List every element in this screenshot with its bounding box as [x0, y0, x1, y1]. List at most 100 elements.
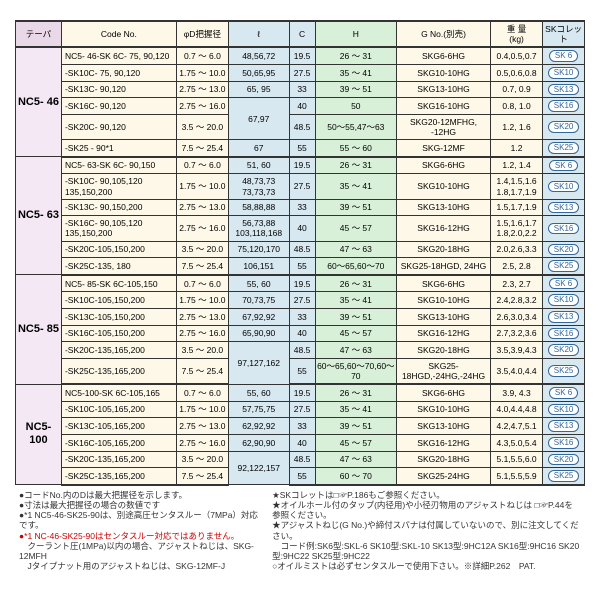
- table-row: -SK10C-105,165,2001.75 ～ 10.057,75,7527.…: [16, 401, 585, 418]
- l-cell: 48,56,72: [228, 47, 289, 64]
- sk-pill: SK25: [548, 365, 580, 377]
- c-cell: 40: [289, 98, 315, 115]
- sk-pill: SK10: [548, 404, 580, 416]
- sk-pill: SK16: [548, 328, 580, 340]
- h-cell: 39 ～ 51: [315, 81, 396, 98]
- code-cell: -SK13C-105,165,200: [61, 418, 176, 435]
- sk-cell: SK13: [543, 81, 585, 98]
- h-cell: 26 ～ 31: [315, 384, 396, 401]
- l-cell: 51, 60: [228, 157, 289, 174]
- code-cell: -SK13C- 90,150,200: [61, 199, 176, 216]
- h-cell: 35 ～ 41: [315, 64, 396, 81]
- l-cell: 56,73,88103,118,168: [228, 216, 289, 241]
- table-row: -SK20C- 90,1203.5 ～ 20.048.550～55,47～63S…: [16, 114, 585, 139]
- h-cell: 35 ～ 41: [315, 174, 396, 199]
- g-cell: SKG25-18HGD,-24HG,-24HG: [397, 358, 491, 384]
- sk-cell: SK 6: [543, 47, 585, 64]
- d-cell: 1.75 ～ 10.0: [176, 401, 228, 418]
- l-cell: 57,75,75: [228, 401, 289, 418]
- d-cell: 7.5 ～ 25.4: [176, 140, 228, 157]
- h-cell: 47 ～ 63: [315, 342, 396, 359]
- table-row: NC5-100NC5-100-SK 6C-105,1650.7 ～ 6.055,…: [16, 384, 585, 401]
- d-cell: 3.5 ～ 20.0: [176, 114, 228, 139]
- w-cell: 2.7,3.2,3.6: [490, 325, 542, 342]
- c-cell: 33: [289, 81, 315, 98]
- taper-cell: NC5- 46: [16, 47, 62, 156]
- sk-pill: SK25: [548, 260, 580, 272]
- sk-pill: SK20: [548, 344, 580, 356]
- c-cell: 27.5: [289, 174, 315, 199]
- w-cell: 3.5,3.9,4.3: [490, 342, 542, 359]
- l-cell: 62,90,90: [228, 434, 289, 451]
- w-cell: 3.9, 4.3: [490, 384, 542, 401]
- c-cell: 19.5: [289, 275, 315, 292]
- d-cell: 2.75 ～ 13.0: [176, 199, 228, 216]
- sk-cell: SK20: [543, 451, 585, 468]
- g-cell: SKG6-6HG: [397, 275, 491, 292]
- d-cell: 1.75 ～ 10.0: [176, 174, 228, 199]
- l-cell: 65,90,90: [228, 325, 289, 342]
- sk-cell: SK16: [543, 325, 585, 342]
- d-cell: 7.5 ～ 25.4: [176, 258, 228, 275]
- c-cell: 19.5: [289, 47, 315, 64]
- table-row: -SK16C-105,150,2002.75 ～ 16.065,90,90404…: [16, 325, 585, 342]
- sk-pill: SK25: [548, 470, 580, 482]
- d-cell: 2.75 ～ 16.0: [176, 325, 228, 342]
- h-cell: 47 ～ 63: [315, 451, 396, 468]
- w-cell: 0.7, 0.9: [490, 81, 542, 98]
- col-c: C: [289, 21, 315, 47]
- h-cell: 39 ～ 51: [315, 309, 396, 326]
- sk-cell: SK16: [543, 216, 585, 241]
- sk-pill: SK16: [548, 223, 580, 235]
- c-cell: 33: [289, 309, 315, 326]
- h-cell: 60 ～ 70: [315, 468, 396, 485]
- sk-cell: SK20: [543, 342, 585, 359]
- w-cell: 4.3,5.0,5.4: [490, 434, 542, 451]
- sk-pill: SK 6: [549, 160, 578, 172]
- c-cell: 33: [289, 418, 315, 435]
- sk-cell: SK 6: [543, 384, 585, 401]
- h-cell: 35 ～ 41: [315, 292, 396, 309]
- l-cell: 58,88,88: [228, 199, 289, 216]
- g-cell: SKG6-6HG: [397, 384, 491, 401]
- col-code: Code No.: [61, 21, 176, 47]
- c-cell: 40: [289, 434, 315, 451]
- w-cell: 2.0,2.6,3.3: [490, 241, 542, 258]
- sk-cell: SK10: [543, 174, 585, 199]
- l-cell: 92,122,157: [228, 451, 289, 485]
- code-cell: -SK25C-135, 180: [61, 258, 176, 275]
- h-cell: 50: [315, 98, 396, 115]
- c-cell: 48.5: [289, 241, 315, 258]
- g-cell: SKG16-12HG: [397, 216, 491, 241]
- code-cell: -SK13C- 90,120: [61, 81, 176, 98]
- d-cell: 2.75 ～ 16.0: [176, 434, 228, 451]
- c-cell: 55: [289, 468, 315, 485]
- w-cell: 5.1,5.5,5.9: [490, 468, 542, 485]
- code-cell: -SK13C-105,150,200: [61, 309, 176, 326]
- g-cell: SKG16-12HG: [397, 325, 491, 342]
- h-cell: 39 ～ 51: [315, 418, 396, 435]
- table-row: -SK20C-135,165,2003.5 ～ 20.092,122,15748…: [16, 451, 585, 468]
- col-w: 重 量(kg): [490, 21, 542, 47]
- table-row: -SK25C-135,165,2007.5 ～ 25.45560 ～ 70SKG…: [16, 468, 585, 485]
- table-row: -SK13C-105,165,2002.75 ～ 13.062,92,92333…: [16, 418, 585, 435]
- d-cell: 1.75 ～ 10.0: [176, 64, 228, 81]
- d-cell: 2.75 ～ 16.0: [176, 216, 228, 241]
- code-cell: -SK25 - 90*1: [61, 140, 176, 157]
- taper-cell: NC5- 85: [16, 275, 62, 384]
- w-cell: 1.5,1.6,1.71.8,2.0,2.2: [490, 216, 542, 241]
- l-cell: 48,73,7373,73,73: [228, 174, 289, 199]
- taper-cell: NC5-100: [16, 384, 62, 485]
- col-g: G No.(別売): [397, 21, 491, 47]
- g-cell: SKG13-10HG: [397, 418, 491, 435]
- g-cell: SKG20-18HG: [397, 342, 491, 359]
- w-cell: 4.2,4.7,5.1: [490, 418, 542, 435]
- sk-pill: SK10: [548, 67, 580, 79]
- w-cell: 3.5,4.0,4.4: [490, 358, 542, 384]
- table-row: -SK10C- 75, 90,1201.75 ～ 10.050,65,9527.…: [16, 64, 585, 81]
- code-cell: -SK10C- 75, 90,120: [61, 64, 176, 81]
- table-row: -SK25 - 90*17.5 ～ 25.4675555 ～ 60SKG-12M…: [16, 140, 585, 157]
- l-cell: 70,73,75: [228, 292, 289, 309]
- g-cell: SKG6-6HG: [397, 157, 491, 174]
- table-row: NC5- 63NC5- 63-SK 6C- 90,1500.7 ～ 6.051,…: [16, 157, 585, 174]
